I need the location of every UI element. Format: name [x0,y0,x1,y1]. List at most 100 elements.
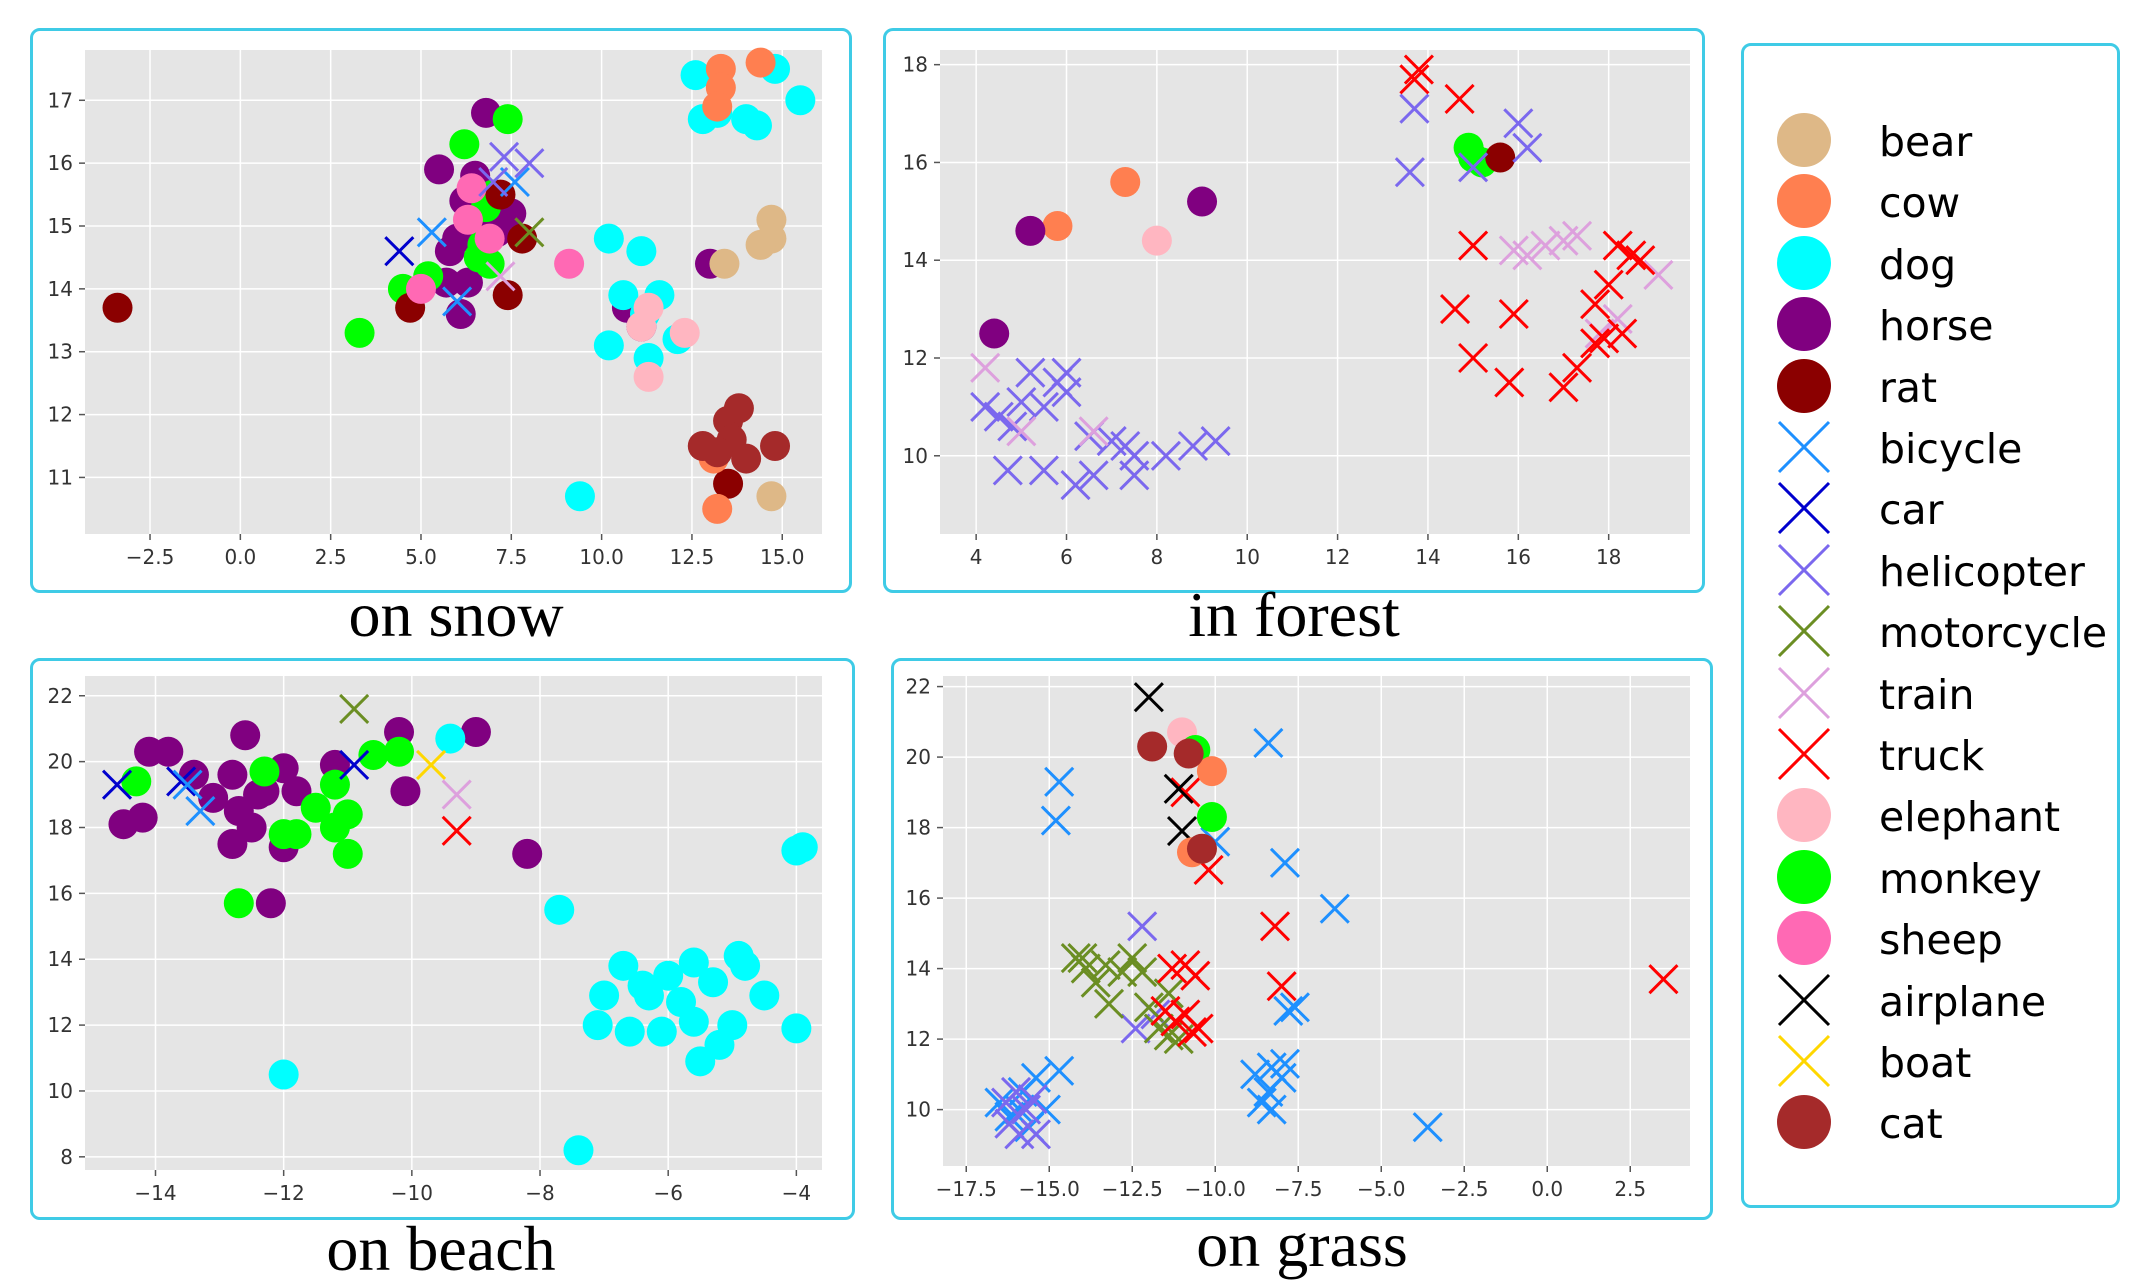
point-bicycle [1040,805,1071,836]
point-motorcycle [1127,957,1158,988]
legend-item-sheep: sheep [1744,908,2114,968]
x-tick-label: 10 [1235,545,1260,569]
y-tick-label: 16 [903,150,928,174]
legend-marker-elephant [1777,788,1831,843]
point-motorcycle [1090,950,1121,981]
point-helicopter [1399,93,1430,124]
point-monkey [1458,142,1489,173]
point-truck [1580,289,1611,320]
point-dog [653,960,684,991]
point-truck [1580,328,1611,359]
legend-marker-airplane [1777,973,1831,1026]
point-train [1561,220,1593,251]
point-bicycle [1412,1112,1443,1143]
legend-symbol-elephant [1777,788,1831,843]
y-tick-label: 13 [48,340,73,364]
y-tick-label: 14 [906,957,931,981]
legend-marker-helicopter [1777,543,1831,596]
legend-symbol-dog [1777,235,1831,290]
legend-item-airplane: airplane [1744,970,2114,1030]
legend-symbol-truck [1777,727,1831,781]
point-motorcycle [339,693,370,724]
y-tick-label: 10 [903,444,928,468]
point-motorcycle [1080,967,1111,998]
point-bicycle [442,286,473,317]
legend-label: rat [1879,363,1938,412]
point-helicopter [1078,460,1109,491]
legend-label: motorcycle [1879,609,2108,658]
point-truck [1593,269,1624,300]
x-tick-label: 10.0 [579,545,624,569]
point-helicopter [1127,911,1158,942]
panel-on-beach [30,658,855,1220]
point-dog [582,1010,613,1041]
legend-symbol-train [1777,666,1831,719]
point-monkey [332,799,363,830]
caption-on-grass: on grass [1196,1209,1408,1280]
legend-symbol-horse [1777,297,1831,352]
point-dog [593,223,624,254]
point-bear [756,481,787,512]
y-tick-label: 10 [48,1079,73,1103]
legend-marker-bicycle [1777,420,1831,474]
point-motorcycle [1117,942,1148,974]
point-cat [1137,731,1168,762]
point-truck [1498,298,1529,330]
point-helicopter [1503,108,1534,139]
point-bicycle [1253,727,1284,759]
legend-item-motorcycle: motorcycle [1744,601,2114,661]
point-train [485,261,516,292]
legend-label: train [1879,670,1975,719]
point-monkey [223,888,254,919]
x-tick-label: 14 [1415,545,1440,569]
point-bicycle [1269,847,1301,878]
point-horse [979,318,1010,349]
point-monkey [281,819,312,850]
legend-label: bicycle [1879,425,2023,473]
y-tick-label: 12 [906,1027,931,1051]
point-horse [1015,215,1046,246]
plot-background [940,50,1690,534]
legend-label: elephant [1879,793,2061,842]
x-tick-label: 2.5 [1614,1177,1646,1201]
y-tick-label: 20 [48,750,73,774]
legend-item-dog: dog [1744,233,2114,293]
legend-label: helicopter [1879,547,2085,596]
point-horse [512,838,543,869]
point-horse [1187,186,1218,217]
point-truck [1403,54,1434,85]
y-tick-label: 22 [48,684,73,708]
point-truck [1648,964,1679,995]
point-monkey [1196,802,1227,833]
point-helicopter [1028,455,1059,486]
point-horse [460,716,491,747]
y-tick-label: 11 [48,465,73,489]
point-car [166,766,197,797]
point-truck [1266,971,1297,1002]
point-sheep [405,273,436,304]
point-sheep [456,173,487,204]
point-truck [1439,294,1471,325]
point-cow [702,91,733,122]
legend-item-cow: cow [1744,171,2114,231]
x-tick-label: −2.5 [1440,1177,1489,1201]
x-tick-label: −10.0 [1185,1177,1246,1201]
y-tick-label: 8 [60,1145,73,1169]
y-tick-label: 17 [48,88,73,112]
legend-marker-boat [1777,1034,1831,1088]
legend-symbol-car [1777,482,1831,535]
legend-symbol-monkey [1777,849,1831,904]
point-cow [1196,756,1227,787]
legend-marker-horse [1777,297,1831,352]
x-tick-label: −14 [134,1181,176,1205]
chart-on-grass: −17.5 −15.0 −12.5 −10.0 −7.5 −5.0 −2.5 0.0 2.5 10… [906,675,1690,1201]
point-train [970,352,1001,383]
point-sheep [474,223,505,254]
legend-item-bicycle: bicycle [1744,417,2114,477]
legend-item-car: car [1744,478,2114,538]
point-dog [435,723,466,754]
legend-marker-cow [1777,174,1831,229]
point-motorcycle [1153,978,1184,1009]
point-monkey [358,740,389,771]
point-helicopter [970,391,1001,422]
